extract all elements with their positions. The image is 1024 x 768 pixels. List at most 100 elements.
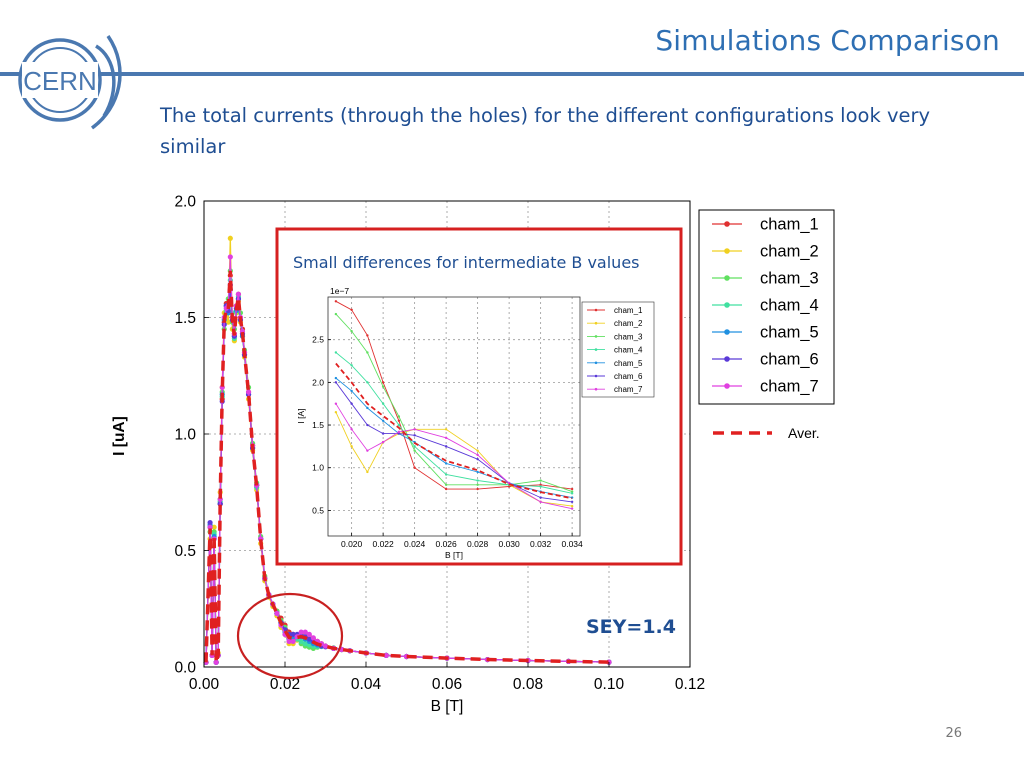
data-point-cham_5 (366, 406, 369, 410)
y-tick-label: 1.5 (312, 420, 324, 430)
y-tick-label: 0.5 (312, 505, 324, 515)
legend-label-cham_5: cham_5 (760, 324, 819, 342)
y-tick-label: 2.0 (312, 377, 324, 387)
data-point-cham_7 (322, 643, 329, 649)
data-point-cham_1 (476, 487, 479, 491)
page-number: 26 (945, 726, 962, 741)
inset-legend-label-cham_2: cham_2 (614, 319, 643, 328)
data-point-cham_1 (413, 466, 416, 469)
data-point-cham_4 (444, 473, 448, 476)
x-tick-label: 0.020 (341, 539, 363, 549)
inset-legend-label-cham_5: cham_5 (614, 359, 643, 368)
x-tick-label: 0.02 (270, 676, 300, 693)
data-point-cham_1 (570, 487, 574, 491)
x-tick-label: 0.00 (189, 676, 220, 693)
data-point-cham_6 (290, 631, 296, 637)
data-point-cham_7 (227, 254, 233, 260)
inset-legend-label-cham_7: cham_7 (614, 385, 643, 394)
legend-label-cham_7: cham_7 (760, 378, 819, 396)
data-point-cham_7 (302, 629, 308, 635)
data-point-cham_4 (413, 445, 416, 448)
data-point-cham_1 (350, 308, 353, 312)
data-point-cham_2 (227, 235, 233, 241)
y-tick-label: 1.5 (174, 310, 196, 327)
legend-marker-cham_4 (724, 302, 730, 308)
legend-marker-cham_5 (724, 329, 730, 335)
y-tick-label: 1.0 (312, 463, 324, 473)
data-point-cham_7 (298, 629, 304, 635)
main-chart-ticks: 0.00 0.02 0.04 0.06 0.08 0.10 0.12 0.0 0.5 1.0 1.5… (174, 193, 705, 693)
x-tick-label: 0.04 (351, 676, 382, 693)
legend-marker-cham_7 (724, 383, 730, 389)
x-tick-label: 0.030 (498, 539, 520, 549)
data-point-cham_4 (366, 381, 369, 384)
legend-average-label: Aver. (788, 425, 820, 441)
data-point-cham_4 (570, 492, 574, 495)
data-point-cham_4 (539, 485, 542, 488)
data-point-cham_3 (413, 449, 416, 452)
data-point-cham_2 (570, 504, 574, 508)
data-point-cham_7 (235, 291, 242, 297)
average-line (335, 362, 573, 500)
legend-label-cham_1: cham_1 (760, 216, 819, 234)
inset-legend-marker-cham_7 (594, 387, 598, 391)
x-tick-label: 0.028 (467, 539, 489, 549)
data-point-cham_3 (350, 329, 353, 333)
cern-logo: CERN (18, 35, 122, 130)
data-point-cham_2 (476, 449, 479, 452)
data-point-cham_5 (350, 389, 353, 393)
inset-chart-frame (327, 296, 581, 537)
y-tick-label: 2.5 (312, 335, 324, 345)
data-point-cham_3 (444, 483, 448, 486)
data-point-cham_6 (366, 423, 369, 427)
legend-label-cham_4: cham_4 (760, 297, 819, 315)
sey-label: SEY=1.4 (586, 616, 676, 638)
data-point-cham_7 (381, 440, 385, 444)
legend-marker-cham_1 (724, 221, 730, 227)
inset-chart-average (335, 362, 573, 500)
data-point-cham_6 (207, 519, 213, 526)
inset-legend-marker-cham_3 (594, 335, 598, 338)
cern-logo-text: CERN (23, 66, 97, 96)
data-point-cham_6 (334, 381, 338, 384)
data-point-cham_1 (539, 483, 542, 486)
data-point-cham_7 (310, 635, 316, 641)
x-tick-label: 0.06 (432, 676, 462, 693)
x-tick-label: 0.12 (675, 676, 705, 693)
header-divider (0, 72, 1024, 76)
data-point-cham_6 (306, 636, 312, 642)
data-point-cham_4 (381, 402, 385, 405)
data-point-cham_5 (334, 376, 338, 380)
inset-legend-marker-cham_1 (594, 308, 598, 312)
inset-legend-marker-cham_2 (594, 321, 598, 325)
y-tick-label: 0.5 (174, 543, 196, 560)
inset-chart-ticks: 0.020 0.022 0.024 0.026 0.028 0.030 0.032 0.034… (312, 335, 583, 549)
inset-legend-label-cham_1: cham_1 (614, 306, 643, 315)
data-point-cham_2 (334, 411, 338, 414)
inset-callout-text: Small differences for intermediate B val… (293, 253, 640, 272)
data-point-cham_7 (570, 507, 574, 510)
x-tick-label: 0.08 (513, 676, 543, 693)
inset-y-axis-label: I [A] (296, 408, 306, 423)
slide-title: Simulations Comparison (655, 24, 1000, 57)
legend-label-cham_3: cham_3 (760, 270, 819, 288)
data-point-cham_1 (507, 485, 511, 488)
inset-legend-label-cham_3: cham_3 (614, 332, 643, 341)
main-legend-average-entry: Aver. (713, 425, 820, 441)
data-point-cham_5 (381, 419, 385, 422)
data-point-cham_5 (444, 462, 448, 465)
data-point-cham_7 (444, 436, 448, 440)
inset-legend-marker-cham_4 (594, 348, 598, 351)
data-point-cham_2 (350, 445, 353, 448)
data-point-cham_4 (298, 638, 304, 644)
data-point-cham_7 (366, 449, 369, 452)
y-tick-label: 1.0 (174, 426, 196, 443)
data-point-cham_1 (366, 334, 369, 337)
legend-marker-cham_3 (724, 275, 730, 281)
data-point-cham_7 (334, 402, 338, 405)
data-point-cham_4 (476, 479, 479, 482)
data-point-cham_7 (413, 428, 416, 431)
data-point-cham_7 (290, 638, 296, 644)
data-point-cham_2 (211, 524, 217, 530)
x-tick-label: 0.10 (594, 676, 625, 693)
